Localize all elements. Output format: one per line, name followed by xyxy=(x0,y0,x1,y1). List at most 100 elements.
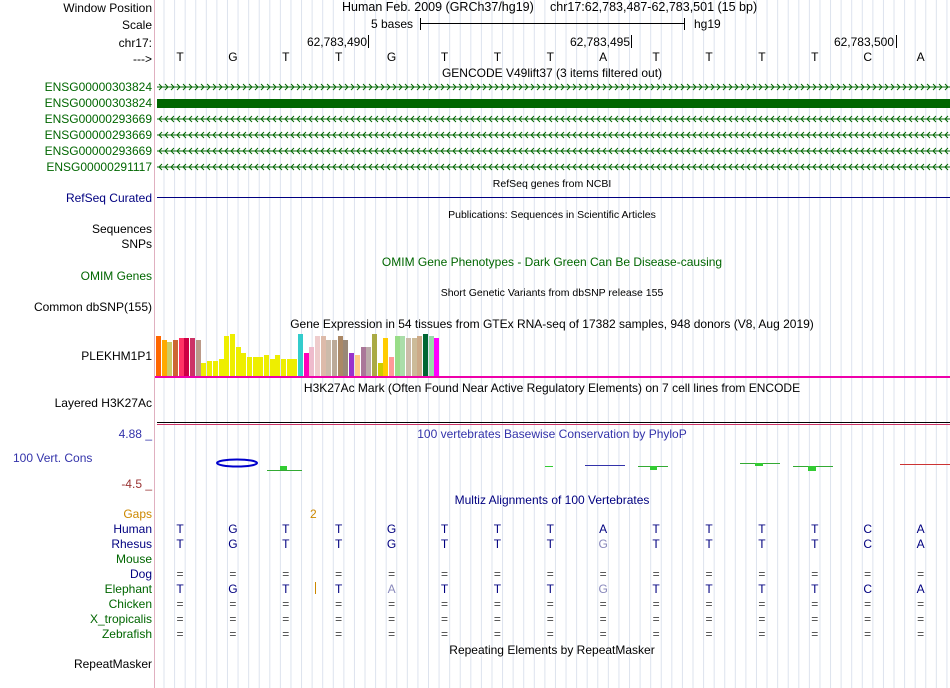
gtex-tissue-bar[interactable] xyxy=(281,359,286,376)
gtex-tissue-bar[interactable] xyxy=(258,357,264,376)
gtex-tissue-bar[interactable] xyxy=(320,336,326,376)
assembly-title: Human Feb. 2009 (GRCh37/hg19) xyxy=(342,0,534,14)
gtex-tissue-bar[interactable] xyxy=(246,357,252,376)
gencode-feature[interactable] xyxy=(157,96,950,110)
gtex-gene-label[interactable]: PLEKHM1P1 xyxy=(81,349,152,363)
dbsnp-label[interactable]: Common dbSNP(155) xyxy=(33,300,152,314)
gtex-tissue-bar[interactable] xyxy=(201,363,207,376)
gencode-gene-label[interactable]: ENSG00000303824 xyxy=(44,96,152,110)
aligned-base: T xyxy=(758,522,766,536)
species-label[interactable]: Human xyxy=(113,522,152,536)
gtex-tissue-bar[interactable] xyxy=(434,338,440,376)
aligned-base: = xyxy=(758,627,766,641)
refseq-line[interactable] xyxy=(157,197,950,198)
gtex-tissue-bar[interactable] xyxy=(343,340,349,376)
gtex-tissue-bar[interactable] xyxy=(195,340,201,376)
gtex-tissue-bar[interactable] xyxy=(173,340,178,376)
gtex-tissue-bar[interactable] xyxy=(423,334,428,376)
gtex-tissue-bar[interactable] xyxy=(229,334,235,376)
gtex-tissue-bar[interactable] xyxy=(178,338,184,376)
gtex-tissue-bar[interactable] xyxy=(332,340,338,376)
phylop-label[interactable]: 100 Vert. Cons xyxy=(13,451,93,465)
species-label[interactable]: Zebrafish xyxy=(101,627,152,641)
gtex-tissue-bar[interactable] xyxy=(371,334,377,376)
gtex-tissue-bar[interactable] xyxy=(292,359,298,376)
sequences-label[interactable]: Sequences xyxy=(91,222,152,236)
gtex-tissue-bar[interactable] xyxy=(417,336,423,376)
gtex-tissue-bar[interactable] xyxy=(190,338,196,376)
gtex-tissue-bar[interactable] xyxy=(269,359,275,376)
gtex-tissue-bar[interactable] xyxy=(388,357,394,376)
gaps-label[interactable]: Gaps xyxy=(123,507,152,521)
gencode-feature[interactable] xyxy=(157,144,950,158)
gtex-tissue-bar[interactable] xyxy=(326,340,332,376)
gtex-tissue-bar[interactable] xyxy=(218,359,224,376)
gencode-gene-label[interactable]: ENSG00000293669 xyxy=(44,144,152,158)
species-label[interactable]: Elephant xyxy=(104,582,152,596)
gtex-tissue-bar[interactable] xyxy=(275,355,281,376)
gencode-feature[interactable] xyxy=(157,128,950,142)
aligned-base: = xyxy=(440,597,448,611)
aligned-base: T xyxy=(652,522,660,536)
species-label[interactable]: Mouse xyxy=(115,552,152,566)
phylop-peak xyxy=(900,464,950,465)
phylop-signal[interactable] xyxy=(155,455,950,475)
gencode-feature[interactable] xyxy=(157,80,950,94)
aligned-base: = xyxy=(282,612,290,626)
gtex-tissue-bar[interactable] xyxy=(235,347,241,376)
gtex-tissue-bar[interactable] xyxy=(286,359,292,376)
aligned-base: = xyxy=(599,612,607,626)
reference-base: A xyxy=(916,50,925,64)
aligned-base: = xyxy=(599,597,607,611)
repeatmasker-label[interactable]: RepeatMasker xyxy=(73,657,152,671)
aligned-base: T xyxy=(440,582,449,596)
gtex-tissue-bar[interactable] xyxy=(241,353,247,376)
h3k27ac-label[interactable]: Layered H3K27Ac xyxy=(54,396,152,410)
species-label[interactable]: X_tropicalis xyxy=(89,612,152,626)
gtex-tissue-bar[interactable] xyxy=(207,361,213,376)
gtex-tissue-bar[interactable] xyxy=(411,338,417,376)
gencode-track-title: GENCODE V49lift37 (3 items filtered out) xyxy=(441,66,663,80)
gencode-gene-label[interactable]: ENSG00000293669 xyxy=(44,112,152,126)
gencode-gene-label[interactable]: ENSG00000291117 xyxy=(46,160,152,174)
gtex-tissue-bar[interactable] xyxy=(161,340,167,376)
gtex-tissue-bar[interactable] xyxy=(212,361,218,376)
gtex-tissue-bar[interactable] xyxy=(167,342,173,376)
gtex-tissue-bar[interactable] xyxy=(252,357,258,376)
gencode-gene-label[interactable]: ENSG00000303824 xyxy=(44,80,152,94)
omim-label[interactable]: OMIM Genes xyxy=(80,269,152,283)
gencode-feature[interactable] xyxy=(157,160,950,174)
gtex-tissue-bar[interactable] xyxy=(298,334,303,376)
gtex-tissue-bar[interactable] xyxy=(405,338,411,376)
gtex-tissue-bar[interactable] xyxy=(349,353,355,376)
gtex-tissue-bar[interactable] xyxy=(303,353,309,376)
gtex-tissue-bar[interactable] xyxy=(224,336,230,376)
gtex-tissue-bar[interactable] xyxy=(184,338,190,376)
gtex-tissue-bar[interactable] xyxy=(354,355,360,376)
gtex-tissue-bar[interactable] xyxy=(377,363,383,376)
aligned-base: T xyxy=(335,582,343,596)
snps-label[interactable]: SNPs xyxy=(121,237,152,251)
species-label[interactable]: Chicken xyxy=(108,597,152,611)
gencode-gene-label[interactable]: ENSG00000293669 xyxy=(44,128,152,142)
aligned-base: G xyxy=(598,537,608,551)
gtex-tissue-bar[interactable] xyxy=(400,336,406,376)
gencode-feature[interactable] xyxy=(157,112,950,126)
gtex-tissue-bar[interactable] xyxy=(383,338,389,376)
species-label[interactable]: Rhesus xyxy=(111,537,152,551)
species-label[interactable]: Dog xyxy=(129,567,152,581)
gtex-tissue-bar[interactable] xyxy=(366,347,372,376)
aligned-base: T xyxy=(652,582,660,596)
gtex-tissue-bar[interactable] xyxy=(428,336,434,376)
aligned-base: C xyxy=(863,537,873,551)
gtex-tissue-bar[interactable] xyxy=(156,336,161,376)
refseq-label[interactable]: RefSeq Curated xyxy=(65,191,152,205)
gtex-tissue-bar[interactable] xyxy=(315,336,320,376)
gtex-tissue-bar[interactable] xyxy=(394,336,400,376)
gtex-tissue-bar[interactable] xyxy=(337,336,343,376)
gtex-tissue-bar[interactable] xyxy=(360,347,366,376)
position-tick-mark xyxy=(896,35,897,48)
gtex-tissue-bar[interactable] xyxy=(263,355,269,376)
gtex-tissue-bar[interactable] xyxy=(309,347,315,376)
aligned-base: = xyxy=(493,612,501,626)
